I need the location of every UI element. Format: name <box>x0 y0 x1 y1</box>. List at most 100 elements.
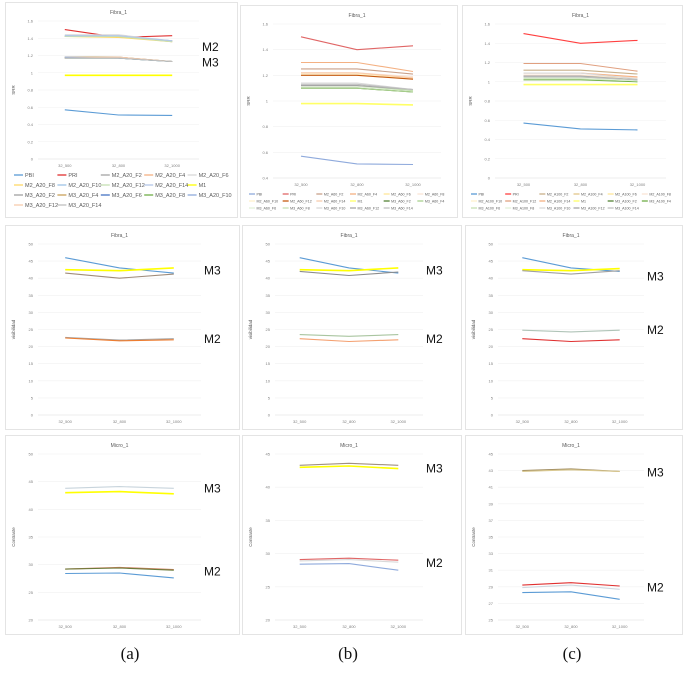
y-tick-label: 1.6 <box>27 19 33 24</box>
x-tick-label: 32_500 <box>516 419 530 424</box>
series-line-pri <box>300 36 414 51</box>
legend-item: PRI <box>57 173 78 179</box>
y-tick-label: 0 <box>491 413 494 418</box>
series-line-2 <box>299 270 399 277</box>
chart-title: Micro_1 <box>111 443 129 449</box>
y-axis-label: SRR <box>246 96 251 106</box>
chart-title: Fibra_1 <box>341 233 358 239</box>
legend-label: PBI <box>479 192 485 196</box>
x-tick-label: 32_800 <box>564 419 578 424</box>
y-tick-label: 0 <box>268 413 271 418</box>
y-tick-label: 20 <box>29 344 34 349</box>
legend-item: PRI <box>505 192 519 196</box>
x-tick-label: 32_800 <box>342 419 356 424</box>
legend-label: M3_A100_F2 <box>615 199 637 203</box>
legend-item: M3_A20_F8 <box>144 193 185 199</box>
y-tick-label: 25 <box>266 327 271 332</box>
y-tick-label: 43 <box>489 468 494 473</box>
series-line-m3_a100_f4 <box>523 79 638 83</box>
legend-item: M3_A60_F10 <box>316 206 345 210</box>
y-tick-label: 50 <box>29 452 34 457</box>
series-line-2 <box>65 272 174 279</box>
group-annotation: M3 <box>647 465 664 479</box>
series-line-0 <box>65 257 174 274</box>
legend-item: M3_A100_F4 <box>641 199 671 203</box>
chart-title: Micro_1 <box>562 443 580 449</box>
group-annotation: M3 <box>426 462 443 476</box>
y-tick-label: 39 <box>489 501 494 506</box>
x-tick-label: 32_800 <box>350 182 364 187</box>
caption-a: (a) <box>120 644 140 663</box>
legend-label: M3_A20_F8 <box>155 193 185 199</box>
group-annotation: M3 <box>202 55 219 69</box>
legend-label: M2_A60_F4 <box>358 192 378 196</box>
legend-label: M1 <box>581 199 586 203</box>
y-tick-label: 1.2 <box>27 53 33 58</box>
series-line-4 <box>299 338 399 343</box>
legend-label: M3_A60_F4 <box>425 199 445 203</box>
series-line-4 <box>522 338 620 343</box>
legend-item: M2_A60_F14 <box>316 199 345 203</box>
legend-label: M3_A20_F4 <box>68 193 98 199</box>
legend-label: PBI <box>25 173 34 179</box>
chart-svg: Micro_1 Contraste 20 25 30 35 40 45 32_500 32_800… <box>248 443 443 629</box>
legend-item: M2_A20_F8 <box>14 183 55 189</box>
y-tick-label: 5 <box>31 395 34 400</box>
series-line-0 <box>299 257 399 274</box>
legend-label: M2_A20_F10 <box>68 183 101 189</box>
x-tick-label: 32_800 <box>113 624 127 629</box>
legend-label: M3_A20_F6 <box>112 193 142 199</box>
chart-svg: Fibra_1 visibilidad 0 5 10 15 20 25 30 35 40 45 50 32… <box>248 233 443 424</box>
x-tick-label: 32_1000 <box>166 419 182 424</box>
x-tick-label: 32_500 <box>294 182 308 187</box>
x-tick-label: 32_1000 <box>612 419 628 424</box>
x-tick-label: 32_500 <box>517 182 531 187</box>
chart-svg: Fibra_1 SRR 0.4 0.6 0.8 1 1.2 1.4 1.6 32_500 32_80… <box>246 13 444 210</box>
legend-item: M1 <box>187 183 206 189</box>
legend-label: PRI <box>68 173 78 179</box>
y-tick-label: 20 <box>266 618 271 623</box>
series-line-m2_a100_f12 <box>523 62 638 72</box>
series-line-m3_a20_f14 <box>64 57 173 63</box>
series-line-pbi <box>300 155 414 166</box>
legend-label: M2_A60_F10 <box>257 199 279 203</box>
series-line-1 <box>65 267 174 272</box>
series-line-1 <box>522 267 620 272</box>
series-line-0 <box>299 462 399 466</box>
legend-label: M2_A100_F4 <box>581 192 603 196</box>
legend-label: M2_A60_F12 <box>290 199 312 203</box>
series-line-4 <box>65 572 174 579</box>
y-tick-label: 20 <box>266 344 271 349</box>
legend-item: M3_A60_F4 <box>417 199 444 203</box>
legend-item: M2_A100_F8 <box>641 192 671 196</box>
y-tick-label: 45 <box>266 452 271 457</box>
y-tick-label: 15 <box>266 361 271 366</box>
legend-item: M2_A60_F12 <box>282 199 312 203</box>
legend-item: M2_A60_F8 <box>417 192 444 196</box>
series-line-4 <box>299 563 399 571</box>
chart-panel-3: Fibra_1 SRR 0 0.2 0.4 0.6 0.8 1 1.2 1.4 1.6 32_500 3… <box>462 5 683 218</box>
chart-svg: Micro_1 Contraste 20 25 30 35 40 45 50 32_500 32_8… <box>11 443 221 629</box>
series-line-3 <box>65 336 174 341</box>
y-tick-label: 15 <box>489 361 494 366</box>
x-tick-label: 32_500 <box>516 624 530 629</box>
legend-item: M2_A20_F6 <box>187 173 229 179</box>
series-line-m2_a60_f2 <box>301 68 414 75</box>
series-line-m3_a60_f14 <box>301 83 414 91</box>
series-line-pbi <box>523 122 638 131</box>
group-annotation: M3 <box>647 269 664 283</box>
y-tick-label: 20 <box>489 344 494 349</box>
y-tick-label: 10 <box>489 378 494 383</box>
group-annotation: M2 <box>204 332 221 346</box>
legend-item: M3_A60_F12 <box>350 206 379 210</box>
y-tick-label: 1.4 <box>484 41 490 46</box>
y-tick-label: 50 <box>489 242 494 247</box>
y-tick-label: 1 <box>488 79 491 84</box>
y-tick-label: 45 <box>489 259 494 264</box>
legend-label: M3_A20_F14 <box>68 203 101 209</box>
legend-item: M2_A60_F4 <box>350 192 377 196</box>
legend-label: M2_A20_F8 <box>25 183 55 189</box>
series-line-2 <box>522 582 620 587</box>
group-annotation: M2 <box>647 581 664 595</box>
legend-label: M3_A60_F10 <box>324 206 346 210</box>
